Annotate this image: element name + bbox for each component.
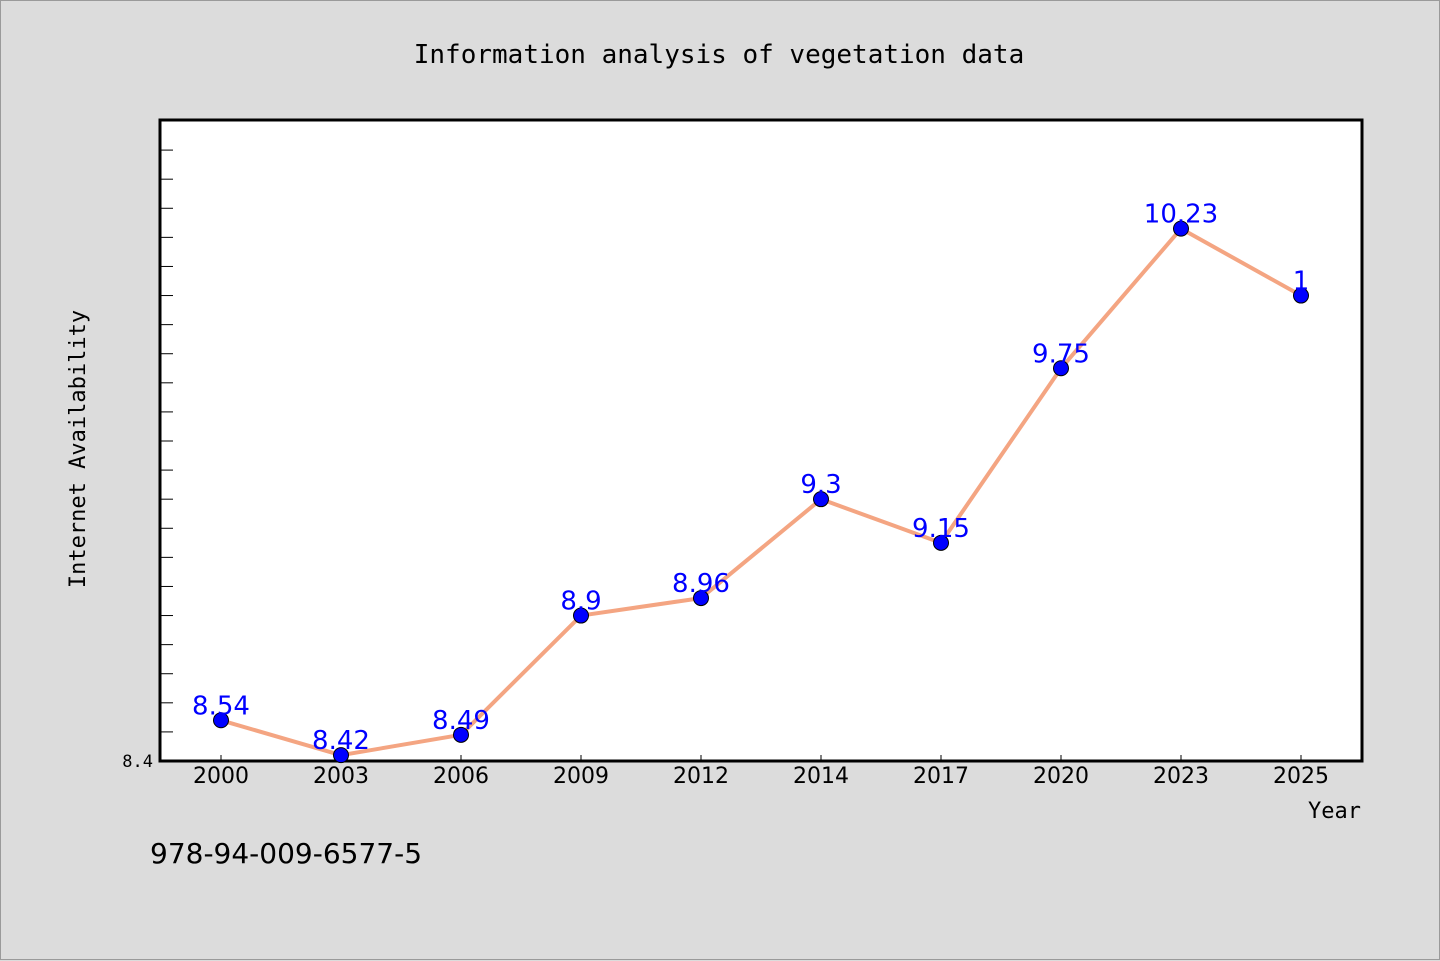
data-point (693, 590, 709, 607)
series-line (219, 226, 1303, 758)
isbn-text: 978-94-009-6577-5 (150, 837, 422, 870)
data-label: 10.23 (1144, 200, 1218, 230)
y-axis-label: Internet Availability (66, 310, 91, 588)
data-label: 8.54 (192, 691, 250, 721)
x-tick-label: 2025 (1273, 764, 1329, 789)
x-tick-label: 2012 (673, 764, 729, 789)
data-point (813, 491, 829, 508)
data-label: 8.9 (560, 587, 601, 617)
data-point (213, 712, 229, 729)
plot-area (158, 118, 1364, 763)
data-point (1053, 360, 1069, 377)
x-tick-label: 2003 (313, 764, 369, 789)
chart-title: Information analysis of vegetation data (414, 40, 1024, 70)
data-label: 8.49 (432, 706, 490, 736)
x-tick-label: 2000 (193, 764, 249, 789)
data-point (1173, 220, 1189, 237)
data-point (453, 726, 469, 743)
x-tick-label: 2017 (913, 764, 969, 789)
data-label: 8.42 (312, 726, 370, 756)
x-tick-label: 2020 (1033, 764, 1089, 789)
x-axis-ticks: 2000 2003 2006 2009 2012 2014 2017 2020 2023 2025 (193, 755, 1329, 789)
x-tick-label: 2014 (793, 764, 849, 789)
data-point (1293, 287, 1309, 304)
data-label: 9.3 (800, 470, 841, 500)
y-axis-ticks: 8.4 (122, 149, 173, 772)
data-label: 8.96 (672, 569, 730, 599)
series-layer: 8.54 8.42 8.49 8.9 8.96 9.3 9.15 9.75 10.23 1 (192, 200, 1310, 764)
x-axis-label: Year (1308, 799, 1361, 824)
data-point (933, 534, 949, 551)
x-tick-label: 2006 (433, 764, 489, 789)
data-point (573, 607, 589, 624)
data-label: 9.75 (1032, 339, 1090, 369)
data-point (333, 747, 349, 764)
x-tick-label: 2023 (1153, 764, 1209, 789)
data-label: 9.15 (912, 514, 970, 544)
y-tick-label: 8.4 (122, 752, 153, 772)
x-tick-label: 2009 (553, 764, 609, 789)
data-label: 1 (1293, 267, 1310, 297)
